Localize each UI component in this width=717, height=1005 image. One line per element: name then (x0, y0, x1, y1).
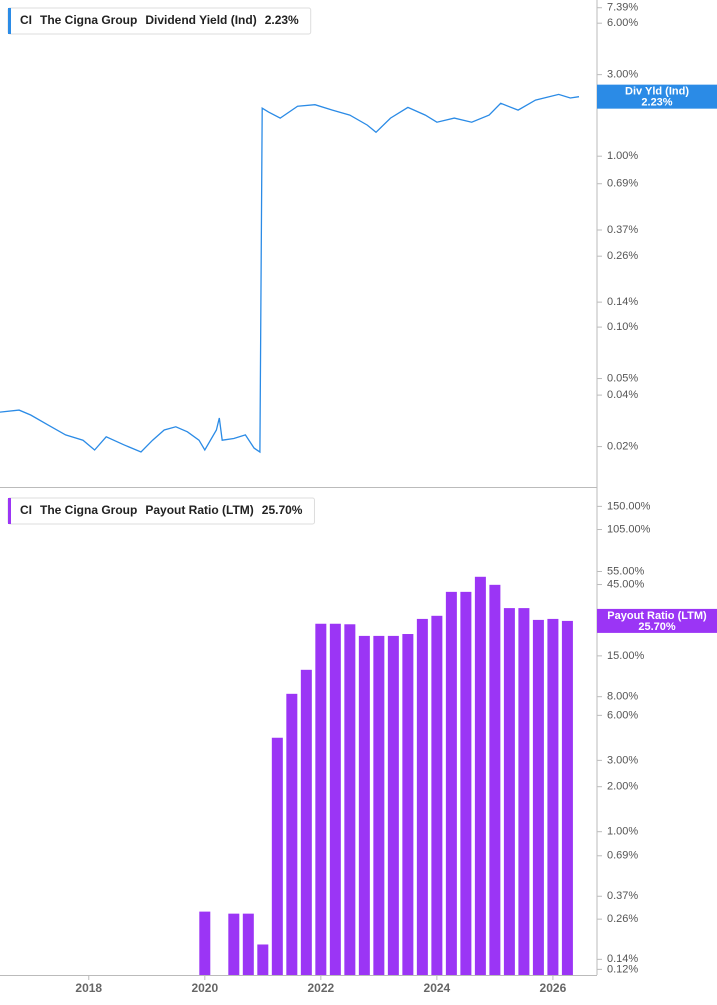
x-tick-label: 2024 (424, 981, 451, 995)
y-tick-label: 6.00% (607, 17, 638, 29)
x-tick-label: 2018 (75, 981, 102, 995)
y-tick-label: 0.04% (607, 389, 638, 401)
y-tick-label: 0.26% (607, 250, 638, 262)
y-tick-label: 0.12% (607, 963, 638, 975)
bar (257, 944, 269, 975)
y-tick-label: 3.00% (607, 754, 638, 766)
legend-color (8, 8, 11, 34)
legend-value: 2.23% (265, 13, 299, 27)
bar (402, 634, 414, 975)
badge-label: Payout Ratio (LTM) (607, 610, 707, 622)
bar (532, 619, 544, 975)
y-tick-label: 7.39% (607, 2, 638, 14)
y-tick-label: 0.37% (607, 224, 638, 236)
bar (286, 693, 298, 975)
badge-value: 2.23% (641, 97, 672, 109)
bar (228, 913, 240, 975)
y-tick-label: 3.00% (607, 69, 638, 81)
value-badge (597, 84, 717, 109)
x-tick-label: 2022 (307, 981, 334, 995)
line (0, 93, 580, 454)
bar (431, 615, 443, 975)
bar (300, 669, 312, 975)
y-tick-label: 0.14% (607, 296, 638, 308)
bar (344, 624, 356, 975)
bar (518, 608, 530, 975)
badge-label: Div Yld (Ind) (625, 86, 689, 98)
y-tick-label: 0.37% (607, 890, 638, 902)
bar (315, 623, 327, 975)
legend-metric: Payout Ratio (LTM) (145, 503, 253, 517)
y-tick-label: 1.00% (607, 150, 638, 162)
bar (445, 591, 457, 975)
legend-ticker: CI (20, 503, 32, 517)
bar (547, 618, 559, 975)
badge-value: 25.70% (638, 621, 676, 633)
y-tick-label: 6.00% (607, 709, 638, 721)
y-tick-label: 45.00% (607, 578, 645, 590)
y-tick-label: 0.14% (607, 953, 638, 965)
bar (416, 618, 428, 975)
bar (358, 635, 370, 975)
x-tick-label: 2020 (191, 981, 218, 995)
y-tick-label: 8.00% (607, 691, 638, 703)
y-tick-label: 0.69% (607, 850, 638, 862)
y-tick-label: 55.00% (607, 565, 645, 577)
legend-value: 25.70% (262, 503, 303, 517)
bar (489, 584, 501, 975)
bar (242, 913, 254, 975)
value-badge (597, 608, 717, 633)
bar (199, 911, 211, 975)
legend-company: The Cigna Group (40, 13, 137, 27)
y-tick-label: 150.00% (607, 500, 651, 512)
legend-company: The Cigna Group (40, 503, 137, 517)
y-tick-label: 15.00% (607, 650, 645, 662)
bar (271, 737, 283, 975)
bar (329, 623, 341, 975)
y-tick-label: 105.00% (607, 523, 651, 535)
bar (460, 591, 472, 975)
legend-ticker: CI (20, 13, 32, 27)
y-tick-label: 0.05% (607, 372, 638, 384)
y-tick-label: 1.00% (607, 826, 638, 838)
y-tick-label: 0.02% (607, 440, 638, 452)
legend-color (8, 498, 11, 524)
x-tick-label: 2026 (540, 981, 567, 995)
bar (561, 620, 573, 975)
y-tick-label: 0.26% (607, 913, 638, 925)
bar (387, 635, 399, 975)
bar (474, 576, 486, 975)
bar (503, 608, 515, 975)
y-tick-label: 0.69% (607, 178, 638, 190)
bar (373, 635, 385, 975)
legend-metric: Dividend Yield (Ind) (145, 13, 256, 27)
y-tick-label: 2.00% (607, 781, 638, 793)
y-tick-label: 0.10% (607, 321, 638, 333)
